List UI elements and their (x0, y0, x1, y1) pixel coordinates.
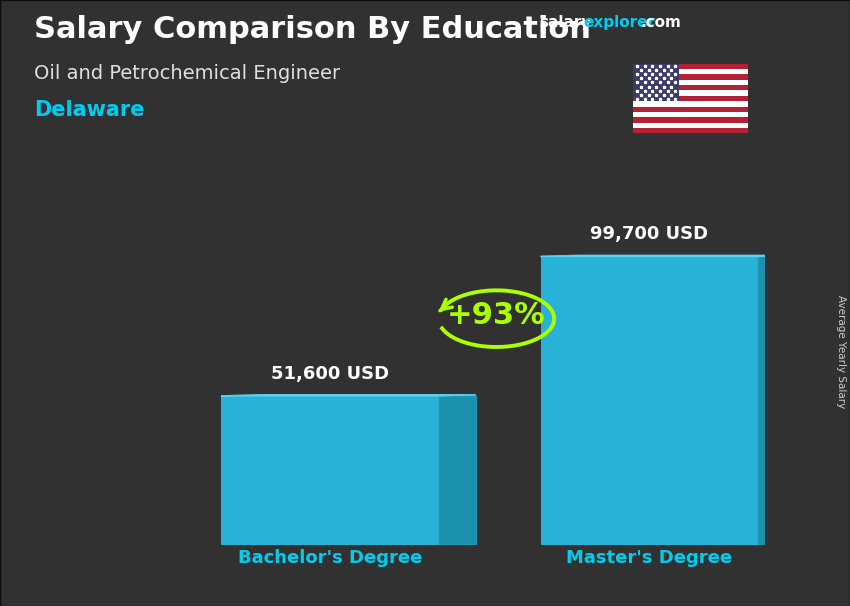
Text: .com: .com (641, 15, 682, 30)
Text: +93%: +93% (447, 301, 546, 330)
Bar (633, 128, 748, 133)
Polygon shape (541, 255, 796, 256)
Bar (633, 107, 748, 112)
Polygon shape (758, 256, 796, 545)
Polygon shape (439, 396, 476, 545)
Bar (633, 85, 748, 90)
Text: explorer: explorer (583, 15, 655, 30)
Text: Oil and Petrochemical Engineer: Oil and Petrochemical Engineer (34, 64, 340, 82)
Polygon shape (221, 395, 476, 396)
Text: Average Yearly Salary: Average Yearly Salary (836, 295, 846, 408)
FancyBboxPatch shape (221, 396, 439, 545)
Text: salary: salary (540, 15, 592, 30)
Text: 51,600 USD: 51,600 USD (271, 365, 388, 382)
Bar (633, 117, 748, 122)
Bar (633, 122, 748, 128)
Text: Master's Degree: Master's Degree (566, 548, 733, 567)
Bar (633, 69, 748, 75)
Bar (633, 64, 748, 69)
Bar (633, 112, 748, 117)
Bar (633, 101, 748, 107)
Bar (633, 90, 748, 96)
Bar (633, 96, 748, 101)
FancyBboxPatch shape (541, 256, 758, 545)
Bar (633, 64, 679, 101)
Text: 99,700 USD: 99,700 USD (591, 225, 708, 243)
Text: Bachelor's Degree: Bachelor's Degree (238, 548, 422, 567)
Text: Delaware: Delaware (34, 100, 144, 120)
Text: Salary Comparison By Education: Salary Comparison By Education (34, 15, 591, 44)
Bar (633, 80, 748, 85)
Bar (633, 75, 748, 80)
